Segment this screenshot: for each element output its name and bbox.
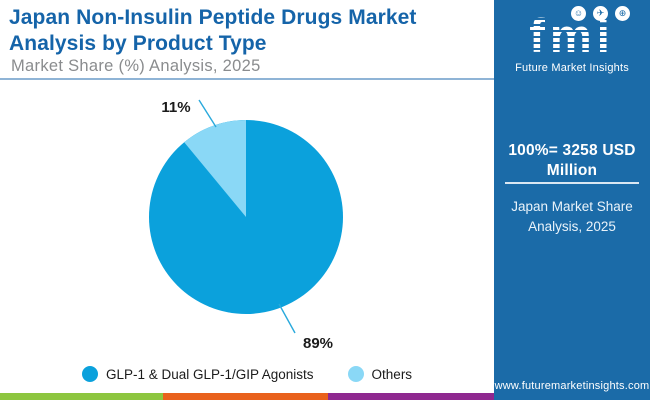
market-size-stat: 100%= 3258 USD Million (494, 141, 650, 181)
globe-icon: ⊕ (615, 6, 630, 21)
chart-panel: Japan Non-Insulin Peptide Drugs Market A… (0, 5, 494, 400)
legend-label-glp1: GLP-1 & Dual GLP-1/GIP Agonists (105, 366, 314, 382)
fmi-logo: ☺ ✈ ⊕ fmi Future Market Insights (494, 6, 650, 74)
pie-label-glp1: 89% (303, 335, 333, 352)
fmi-wordmark: fmi (527, 9, 617, 62)
legend-label-others: Others (371, 366, 413, 382)
leader-line-glp1 (278, 303, 296, 334)
fmi-tagline: Future Market Insights (515, 61, 629, 74)
title-line-2: Analysis by Product Type (9, 31, 267, 55)
footer-bar-green (0, 393, 163, 400)
stat-line-2: Million (546, 162, 598, 180)
legend-item-others: Others (347, 366, 413, 382)
legend: GLP-1 & Dual GLP-1/GIP Agonists Others (0, 366, 494, 382)
caption-line-1: Japan Market Share (511, 199, 633, 214)
page-title: Japan Non-Insulin Peptide Drugs Market A… (9, 5, 491, 56)
people-icon: ☺ (571, 6, 586, 21)
stat-line-1: 100%= 3258 USD (508, 142, 636, 159)
legend-swatch-others (347, 366, 364, 382)
logo-icon-row: ☺ ✈ ⊕ (494, 6, 650, 21)
leader-line-others (198, 99, 217, 128)
footer-bar-purple (328, 393, 494, 400)
title-line-1: Japan Non-Insulin Peptide Drugs Market (9, 6, 417, 29)
legend-swatch-glp1 (81, 366, 98, 382)
footer-bar-orange (163, 393, 328, 400)
sidebar-caption: Japan Market Share Analysis, 2025 (494, 197, 650, 238)
page-subtitle: Market Share (%) Analysis, 2025 (11, 57, 261, 75)
pie-chart: 11% 89% (149, 99, 343, 352)
legend-item-glp1: GLP-1 & Dual GLP-1/GIP Agonists (81, 366, 314, 382)
caption-line-2: Analysis, 2025 (528, 219, 616, 235)
stat-divider (505, 182, 639, 184)
brand-sidebar: ☺ ✈ ⊕ fmi Future Market Insights 100%= 3… (494, 0, 650, 400)
website-url: www.futuremarketinsights.com (494, 380, 650, 392)
pie-label-others: 11% (161, 99, 190, 116)
header-divider (0, 78, 494, 80)
plane-icon: ✈ (593, 6, 608, 21)
footer-color-bar (0, 393, 494, 400)
pie-slice-others (184, 120, 246, 217)
